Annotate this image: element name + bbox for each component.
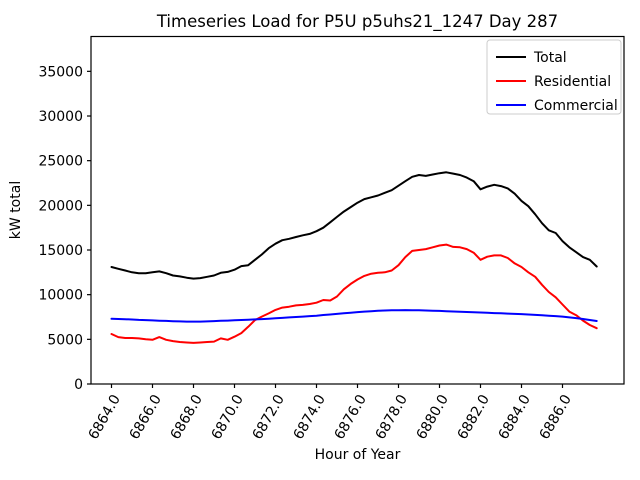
x-tick-label: 6872.0 xyxy=(250,392,288,442)
y-tick-label: 10000 xyxy=(38,288,83,304)
plot-area: 0 5000 10000 15000 20000 25000 30000 35000 6864.… xyxy=(38,35,625,442)
y-tick-label: 15000 xyxy=(38,243,83,259)
x-tick-label: 6864.0 xyxy=(86,392,124,442)
y-axis-label: kW total xyxy=(8,181,24,239)
y-tick-label: 20000 xyxy=(38,198,83,214)
x-tick-label: 6870.0 xyxy=(209,392,247,442)
x-tick-label: 6874.0 xyxy=(291,392,329,442)
legend-label-commercial: Commercial xyxy=(534,98,618,114)
x-tick-label: 6878.0 xyxy=(373,392,411,442)
x-tick-label: 6866.0 xyxy=(127,392,165,442)
y-tick-label: 35000 xyxy=(38,64,83,80)
series-line-residential xyxy=(110,243,598,344)
x-tick-label: 6886.0 xyxy=(537,392,575,442)
x-tick-label: 6868.0 xyxy=(168,392,206,442)
x-axis-label: Hour of Year xyxy=(315,447,401,463)
legend-label-residential: Residential xyxy=(534,74,611,90)
x-tick-label: 6884.0 xyxy=(496,392,534,442)
series-line-total xyxy=(110,171,598,280)
y-tick-label: 5000 xyxy=(47,332,83,348)
x-tick-label: 6880.0 xyxy=(414,392,452,442)
series-line-commercial xyxy=(110,309,598,323)
y-tick-label: 30000 xyxy=(38,109,83,125)
y-tick-label: 0 xyxy=(74,377,83,393)
x-tick-label: 6882.0 xyxy=(455,392,493,442)
chart-title: Timeseries Load for P5U p5uhs21_1247 Day… xyxy=(156,12,558,32)
legend-box xyxy=(486,39,622,115)
legend-label-total: Total xyxy=(533,50,567,66)
y-tick-label: 25000 xyxy=(38,154,83,170)
x-tick-label: 6876.0 xyxy=(332,392,370,442)
